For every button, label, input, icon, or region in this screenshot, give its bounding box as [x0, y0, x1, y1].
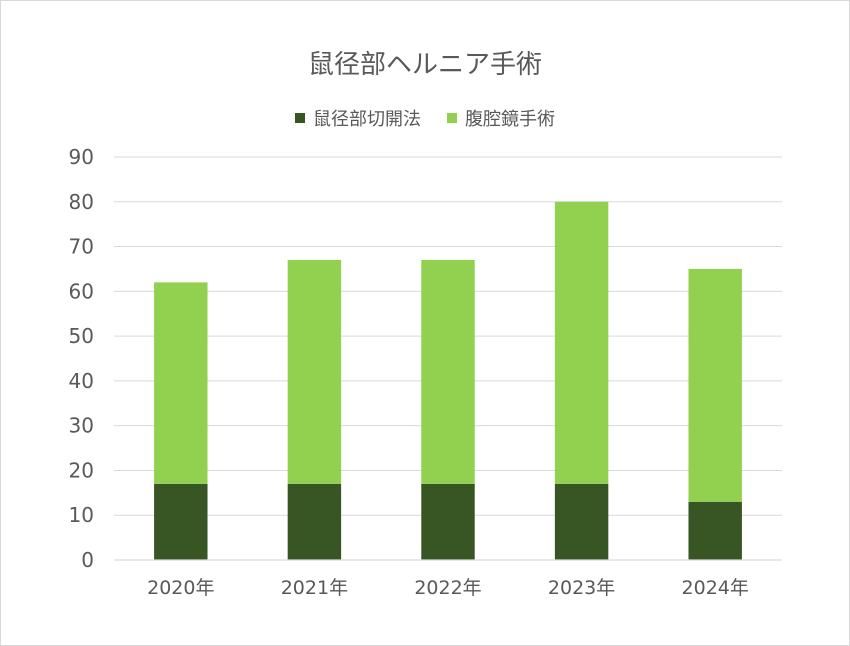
bar-laparoscopic [421, 259, 475, 484]
x-tick-label: 2021年 [281, 577, 348, 599]
y-tick-label: 40 [69, 369, 94, 393]
chart-legend: 鼠径部切開法 腹腔鏡手術 [0, 105, 850, 131]
x-tick-label: 2020年 [147, 577, 214, 599]
bar-open-surgery [554, 483, 609, 560]
legend-swatch-laparoscopic [447, 113, 457, 123]
x-tick-label: 2022年 [414, 577, 481, 599]
bar-open-surgery [688, 501, 742, 560]
y-tick-label: 80 [69, 190, 94, 214]
legend-label-laparoscopic: 腹腔鏡手術 [465, 109, 555, 130]
y-tick-label: 60 [69, 279, 94, 303]
bar-laparoscopic [154, 282, 208, 484]
chart-title: 鼠径部ヘルニア手術 [307, 50, 542, 80]
y-tick-label: 50 [69, 324, 94, 348]
y-tick-label: 90 [69, 145, 94, 169]
legend-label-open-surgery: 鼠径部切開法 [313, 109, 421, 130]
bar-laparoscopic [554, 201, 609, 484]
bar-laparoscopic [287, 259, 342, 484]
y-tick-label: 70 [69, 235, 94, 259]
legend-item-laparoscopic: 腹腔鏡手術 [447, 105, 555, 131]
x-tick-label: 2023年 [548, 577, 615, 599]
bar-laparoscopic [688, 268, 742, 502]
y-tick-label: 10 [69, 503, 94, 527]
y-tick-label: 30 [69, 414, 94, 438]
legend-swatch-open-surgery [295, 113, 305, 123]
x-tick-label: 2024年 [682, 577, 749, 599]
bar-open-surgery [421, 483, 475, 560]
bar-open-surgery [287, 483, 342, 560]
bar-open-surgery [154, 483, 208, 560]
legend-item-open-surgery: 鼠径部切開法 [295, 105, 421, 131]
y-tick-label: 0 [81, 548, 94, 572]
y-tick-label: 20 [69, 458, 94, 482]
